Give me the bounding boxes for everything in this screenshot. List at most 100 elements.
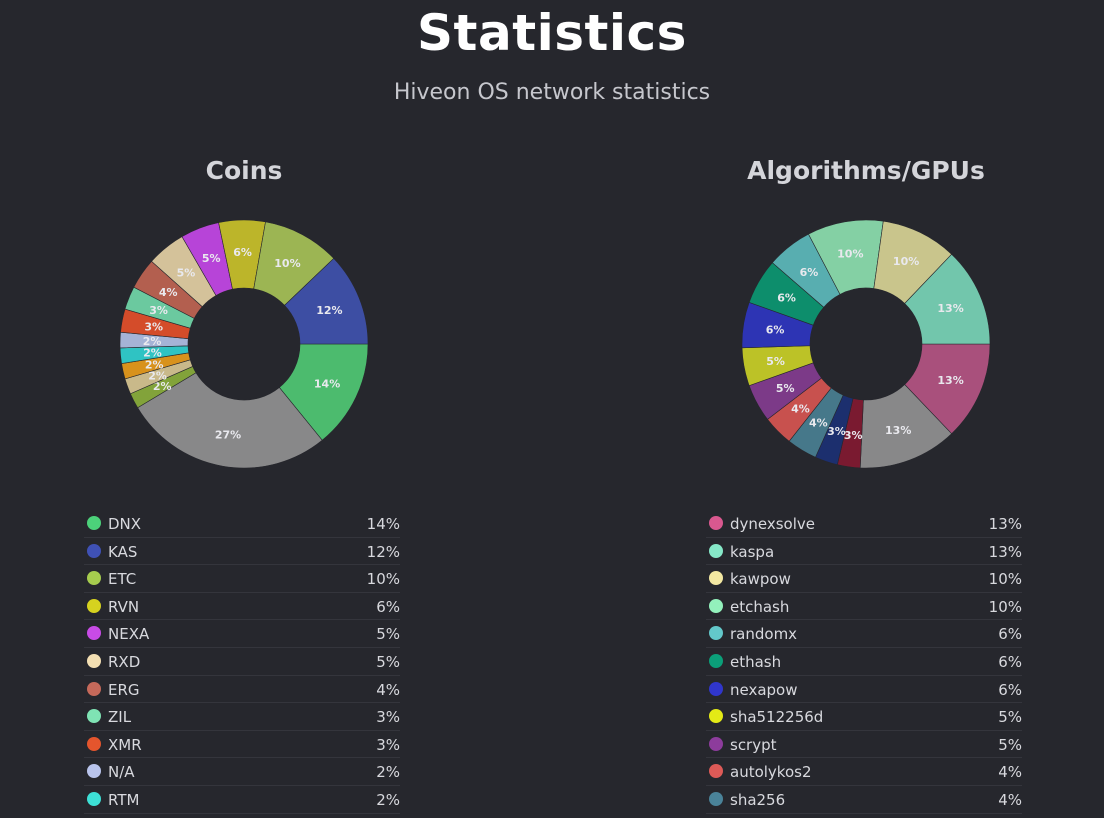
algo-slice-label: 6%: [777, 292, 796, 305]
coins-legend-label: RVN: [108, 597, 140, 616]
coins-legend-label: N/A: [108, 763, 135, 782]
coins-legend-item[interactable]: ZIL 3%: [84, 703, 400, 731]
coins-legend-label: NEXA: [108, 625, 150, 644]
algo-legend-label: kawpow: [730, 570, 791, 589]
algo-legend-dot: [709, 653, 723, 668]
coins-legend-dot: [87, 681, 101, 696]
algo-legend-value: 4%: [998, 790, 1022, 809]
algo-legend-item[interactable]: autolykos2 4%: [706, 758, 1022, 786]
algo-legend-value: 6%: [998, 652, 1022, 671]
coins-slice-label: 14%: [314, 378, 340, 391]
coins-legend-dot: [87, 626, 101, 641]
coins-legend-label: DNX: [108, 515, 142, 533]
algo-legend-dot: [709, 571, 723, 586]
algo-legend-value: 5%: [998, 735, 1022, 754]
algorithms-chart-title: Algorithms/GPUs: [747, 156, 985, 185]
algo-legend-label: dynexsolve: [730, 515, 816, 533]
algo-legend-value: 6%: [998, 625, 1022, 644]
coins-legend-dot: [87, 571, 101, 586]
algo-slice-label: 3%: [844, 429, 863, 442]
coins-legend-item[interactable]: NEXA 5%: [84, 620, 400, 648]
coins-legend-dot: [87, 764, 101, 779]
algo-legend-label: randomx: [730, 625, 798, 644]
coins-legend: DNX 14% KAS 12% ETC 10% RVN 6% NEXA 5% RXD 5% ERG 4% Z…: [84, 510, 400, 814]
coins-slice-label: 3%: [144, 321, 163, 334]
algo-legend-item[interactable]: sha256 4%: [706, 786, 1022, 814]
algo-legend-label: ethash: [730, 652, 782, 671]
coins-slice-kas[interactable]: [284, 258, 369, 345]
algo-legend-item[interactable]: sha512256d 5%: [706, 703, 1022, 731]
algo-legend-item[interactable]: etchash 10%: [706, 593, 1022, 621]
algo-legend-dot: [709, 543, 723, 558]
algo-legend-dot: [709, 598, 723, 613]
coins-legend-dot: [87, 598, 101, 613]
algo-legend-label: kaspa: [730, 542, 775, 561]
coins-legend-item[interactable]: RXD 5%: [84, 648, 400, 676]
algo-legend-value: 6%: [998, 680, 1022, 699]
coins-legend-label: RTM: [108, 790, 140, 809]
coins-legend-item[interactable]: ETC 10%: [84, 565, 400, 593]
coins-legend-value: 3%: [376, 708, 400, 727]
algo-slice-label: 4%: [791, 403, 810, 416]
algorithms-donut-chart: 13%13%3%3%4%4%5%5%6%6%6%10%10%13%: [741, 219, 991, 469]
coins-legend-value: 2%: [376, 763, 400, 782]
algo-legend-value: 10%: [988, 597, 1022, 616]
algo-legend-item[interactable]: kawpow 10%: [706, 565, 1022, 593]
coins-legend-value: 12%: [366, 542, 400, 561]
coins-legend-item[interactable]: DNX 14%: [84, 510, 400, 538]
coins-slice-label: 12%: [316, 304, 342, 317]
coins-legend-value: 14%: [366, 515, 400, 533]
algo-slice-label: 5%: [776, 382, 795, 395]
coins-legend-label: XMR: [108, 735, 142, 754]
coins-slice-label: 3%: [149, 304, 168, 317]
coins-legend-label: KAS: [108, 542, 138, 561]
coins-legend-item[interactable]: RTM 2%: [84, 786, 400, 814]
algo-legend-label: autolykos2: [730, 763, 812, 782]
coins-legend-label: RXD: [108, 652, 141, 671]
algo-legend-dot: [709, 736, 723, 751]
algorithms-legend: dynexsolve 13% kaspa 13% kawpow 10% etchash 10%…: [706, 510, 1022, 814]
coins-legend-item[interactable]: XMR 3%: [84, 731, 400, 759]
coins-slice-other-1[interactable]: [137, 372, 323, 469]
coins-legend-value: 5%: [376, 652, 400, 671]
algo-legend-dot: [709, 709, 723, 724]
algo-slice-label: 13%: [885, 424, 911, 437]
coins-legend-label: ZIL: [108, 708, 132, 727]
coins-legend-value: 2%: [376, 790, 400, 809]
coins-legend-value: 3%: [376, 735, 400, 754]
algo-legend-item[interactable]: ethash 6%: [706, 648, 1022, 676]
algo-slice-kaspa[interactable]: [904, 253, 991, 345]
algo-legend-item[interactable]: randomx 6%: [706, 620, 1022, 648]
algo-legend-value: 13%: [988, 515, 1022, 533]
coins-legend-item[interactable]: KAS 12%: [84, 538, 400, 566]
algo-slice-label: 3%: [827, 425, 846, 438]
coins-slice-label: 4%: [159, 286, 178, 299]
coins-legend-dot: [87, 543, 101, 558]
algo-legend-item[interactable]: nexapow 6%: [706, 676, 1022, 704]
coins-legend-item[interactable]: RVN 6%: [84, 593, 400, 621]
coins-slice-label: 2%: [153, 380, 172, 393]
coins-legend-value: 6%: [376, 597, 400, 616]
coins-legend-dot: [87, 653, 101, 668]
algo-legend-dot: [709, 516, 723, 530]
algo-legend-item[interactable]: scrypt 5%: [706, 731, 1022, 759]
coins-legend-label: ERG: [108, 680, 140, 699]
coins-legend-item[interactable]: N/A 2%: [84, 758, 400, 786]
coins-legend-item[interactable]: ERG 4%: [84, 676, 400, 704]
coins-slice-label: 5%: [202, 252, 221, 265]
coins-legend-value: 5%: [376, 625, 400, 644]
algo-legend-value: 10%: [988, 570, 1022, 589]
algo-legend-item[interactable]: dynexsolve 13%: [706, 510, 1022, 538]
algo-legend-dot: [709, 681, 723, 696]
algo-legend-label: sha256: [730, 790, 786, 809]
algo-slice-label: 6%: [766, 324, 785, 337]
page-title: Statistics: [417, 4, 687, 62]
algo-legend-item[interactable]: kaspa 13%: [706, 538, 1022, 566]
coins-slice-label: 2%: [143, 347, 162, 360]
coins-legend-value: 4%: [376, 680, 400, 699]
coins-donut-chart: 14%27%2%2%2%2%2%3%3%4%5%5% 6%10%12%: [119, 219, 369, 469]
algo-slice-label: 6%: [800, 266, 819, 279]
algo-slice-label: 5%: [766, 355, 785, 368]
coins-legend-dot: [87, 791, 101, 806]
algo-slice-label: 10%: [893, 255, 919, 268]
